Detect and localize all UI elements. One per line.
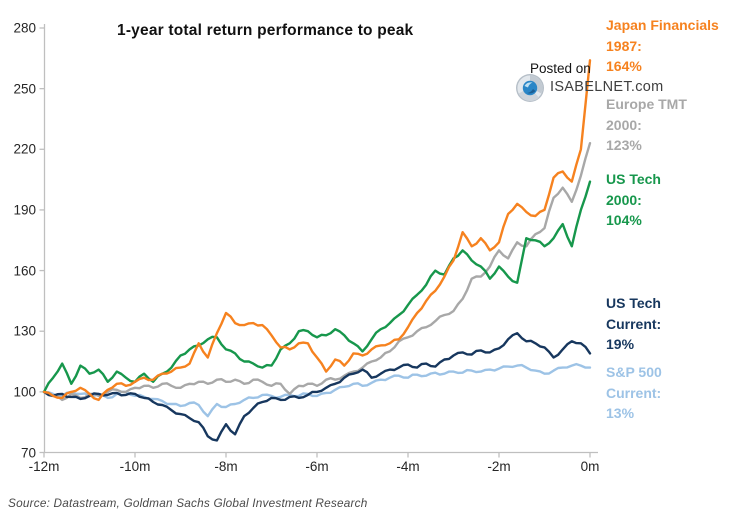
series-line-us-tech-current [42,332,592,442]
legend-sp500-current: S&P 500 Current: 13% [606,362,736,424]
series-line-japan-financials [42,59,592,402]
y-axis-tick-label: 280 [13,20,36,36]
y-axis-tick-label: 190 [13,202,36,218]
legend-europe-tmt-line: 123% [606,137,642,153]
y-axis-tick-label: 130 [13,323,36,339]
legend-us-tech-2000-line: 104% [606,212,642,228]
y-axis-tick-label: 220 [13,141,36,157]
legend-us-tech-current: US Tech Current: 19% [606,293,736,355]
legend-us-tech-current-line: US Tech [606,295,661,311]
y-axis-tick-label: 250 [13,81,36,97]
legend-europe-tmt-line: 2000: [606,116,642,133]
legend-us-tech-current-line: Current: [606,315,662,332]
legend-japan-financials-line: 164% [606,58,642,74]
x-axis-tick-label: 0m [580,459,600,474]
legend-japan-financials: Japan Financials 1987: 164% [606,15,736,77]
x-axis-tick-label: -4m [396,459,420,474]
legend-japan-financials-line: Japan Financials [606,17,719,33]
legend-sp500-current-line: 13% [606,405,635,421]
legend-sp500-current-line: S&P 500 [606,364,662,380]
x-axis-tick-label: -8m [214,459,238,474]
legend-japan-financials-line: 1987: [606,37,642,54]
legend-us-tech-2000: US Tech 2000: 104% [606,169,736,231]
x-axis-tick-label: -12m [28,459,60,474]
legend-us-tech-2000-line: 2000: [606,191,642,208]
legend-us-tech-2000-line: US Tech [606,171,661,187]
x-axis-tick-label: -2m [487,459,511,474]
series-line-europe-tmt [42,141,592,402]
series-line-sp500-current [42,362,592,418]
chart-title: 1-year total return performance to peak [117,22,414,39]
x-axis-tick-label: -6m [305,459,329,474]
x-axis-tick-label: -10m [119,459,151,474]
legend-europe-tmt: Europe TMT 2000: 123% [606,94,736,156]
legend-europe-tmt-line: Europe TMT [606,96,687,112]
legend-sp500-current-line: Current: [606,384,662,401]
y-axis-tick-label: 70 [20,445,36,460]
y-axis-tick-label: 160 [13,263,36,279]
legend-us-tech-current-line: 19% [606,336,635,352]
y-axis-tick-label: 100 [13,384,36,400]
source-note: Source: Datastream, Goldman Sachs Global… [8,496,368,510]
